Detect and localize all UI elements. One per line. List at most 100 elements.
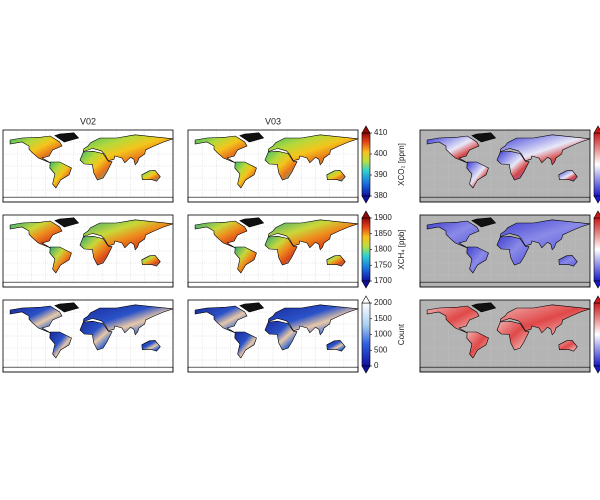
land — [558, 255, 578, 267]
land — [194, 135, 248, 164]
map-panel — [2, 129, 174, 203]
land — [49, 246, 72, 274]
colorbar — [593, 217, 600, 282]
map-panel — [187, 129, 359, 203]
column-title: V02 — [80, 116, 96, 126]
land — [194, 305, 248, 334]
land — [234, 246, 257, 274]
land — [234, 331, 257, 359]
colorbar-tick-label: 1000 — [374, 330, 392, 339]
land — [466, 161, 489, 189]
land — [82, 134, 174, 166]
land — [499, 304, 591, 336]
land — [141, 340, 161, 352]
map-panel — [2, 299, 174, 373]
map-panel — [187, 299, 359, 373]
land — [239, 217, 265, 228]
map-panel — [187, 214, 359, 288]
land — [558, 340, 578, 352]
map-panel — [419, 129, 591, 203]
map-frame — [419, 214, 591, 288]
map-frame — [419, 129, 591, 203]
land — [9, 220, 63, 249]
colorbar-tick-label: 500 — [374, 345, 388, 354]
colorbar-label: Count — [397, 323, 406, 345]
colorbar-extend-bottom — [593, 195, 600, 204]
land — [234, 161, 257, 189]
land — [267, 134, 359, 166]
map-frame — [187, 129, 359, 203]
land — [267, 219, 359, 251]
colorbar-extend-top — [593, 295, 600, 304]
land — [141, 255, 161, 267]
land — [466, 331, 489, 359]
land — [264, 320, 298, 351]
land — [194, 220, 248, 249]
colorbar-extend-top — [593, 210, 600, 219]
colorbar-extend-top — [361, 210, 371, 219]
colorbar-tick-label: 1800 — [374, 245, 392, 254]
land — [54, 217, 80, 228]
colorbar-tick-label: 1750 — [374, 260, 392, 269]
map-panel — [2, 214, 174, 288]
land — [239, 302, 265, 313]
colorbar-tick-label: 390 — [374, 170, 388, 179]
land — [187, 366, 359, 373]
colorbar-extend-bottom — [593, 280, 600, 289]
land — [9, 305, 63, 334]
land — [141, 170, 161, 182]
colorbar-tick-label: 0 — [374, 361, 379, 370]
land — [2, 196, 174, 203]
land — [2, 366, 174, 373]
map-frame — [187, 214, 359, 288]
land — [79, 150, 113, 181]
land — [499, 134, 591, 166]
land — [79, 235, 113, 266]
land — [79, 320, 113, 351]
colorbar-tick-label: 1500 — [374, 314, 392, 323]
colorbar-extend-top — [593, 125, 600, 134]
land — [187, 196, 359, 203]
land — [264, 150, 298, 181]
land — [267, 304, 359, 336]
land — [471, 132, 497, 143]
colorbar-extend-bottom — [361, 195, 371, 204]
land — [54, 132, 80, 143]
land — [82, 219, 174, 251]
map-frame — [2, 214, 174, 288]
colorbar-tick-label: 380 — [374, 191, 388, 200]
land — [49, 161, 72, 189]
colorbar-tick-label: 2000 — [374, 298, 392, 307]
land — [426, 220, 480, 249]
colorbar-extend-top — [361, 295, 371, 304]
column-title: V03 — [265, 116, 281, 126]
land — [419, 196, 591, 203]
land — [419, 366, 591, 373]
land — [426, 135, 480, 164]
colorbar — [361, 302, 371, 367]
map-frame — [2, 299, 174, 373]
land — [471, 217, 497, 228]
land — [9, 135, 63, 164]
land — [2, 281, 174, 288]
colorbar — [593, 302, 600, 367]
land — [419, 281, 591, 288]
land — [496, 320, 530, 351]
map-panel — [419, 299, 591, 373]
colorbar-extend-bottom — [361, 280, 371, 289]
colorbar — [593, 132, 600, 197]
colorbar-label: XCO₂ [ppm] — [397, 143, 406, 186]
land — [82, 304, 174, 336]
colorbar-extend-bottom — [593, 365, 600, 374]
land — [239, 132, 265, 143]
map-frame — [2, 129, 174, 203]
land — [326, 340, 346, 352]
land — [466, 246, 489, 274]
land — [49, 331, 72, 359]
land — [326, 170, 346, 182]
colorbar — [361, 217, 371, 282]
colorbar-tick-label: 1700 — [374, 276, 392, 285]
map-frame — [419, 299, 591, 373]
land — [558, 170, 578, 182]
